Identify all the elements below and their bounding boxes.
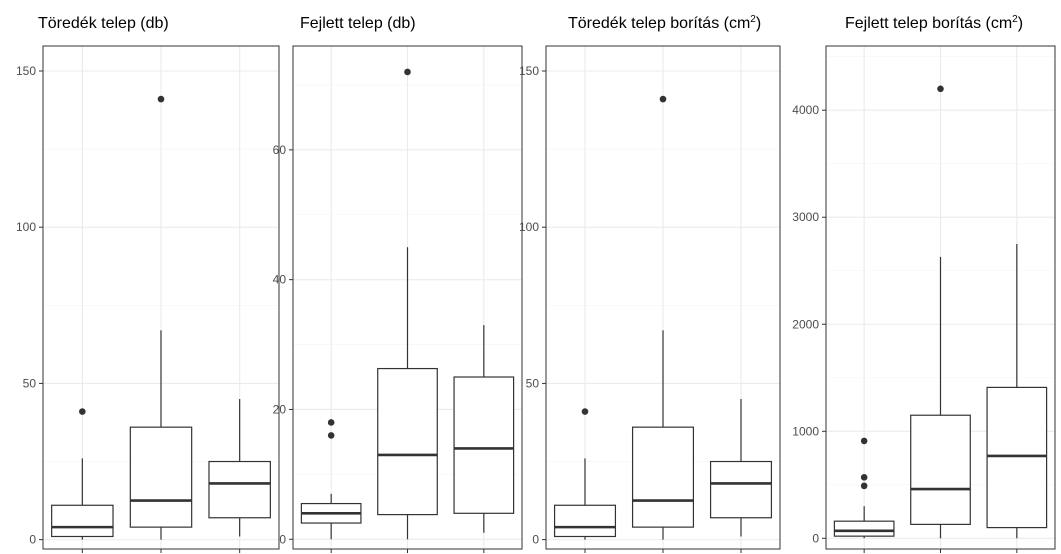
outlier-point [327, 432, 335, 439]
y-tick-label: 1000 [792, 424, 819, 438]
box-ran [709, 460, 773, 519]
panel-title-superscript: 2 [1012, 14, 1018, 25]
y-tick-label: 100 [519, 220, 539, 234]
outlier-point [404, 68, 411, 76]
y-tick-label: 4000 [792, 103, 819, 117]
y-tick-label: 0 [812, 531, 819, 545]
panel-title-end: ) [1018, 15, 1023, 32]
y-tick-label: 100 [16, 220, 36, 234]
box-ran [986, 386, 1048, 529]
panel-title-text: Töredék telep (db) [38, 15, 169, 32]
box-ran [453, 376, 515, 514]
panel-title-end: ) [756, 15, 761, 32]
box-mit [377, 367, 438, 516]
panel-2: 0204060arbmitranFejlett telep (db) [273, 15, 523, 553]
box-mit [631, 426, 695, 528]
panel-1: 050100150arbmitranTöredék telep (db) [16, 15, 280, 553]
panel-title: Töredék telep borítás (cm2) [568, 14, 761, 32]
box-arb [51, 504, 114, 538]
panel-title-superscript: 2 [750, 14, 756, 25]
outlier-point [659, 95, 667, 103]
y-tick-label: 0 [279, 532, 286, 546]
y-tick-label: 3000 [792, 210, 819, 224]
y-tick-label: 150 [16, 64, 36, 78]
panel-title-text: Töredék telep borítás (cm [568, 15, 750, 32]
outlier-point [860, 473, 868, 481]
box-arb [833, 520, 895, 537]
panel-title: Fejlett telep (db) [300, 15, 416, 32]
panel-title: Töredék telep (db) [38, 15, 169, 32]
outlier-point [860, 437, 868, 445]
y-tick-label: 40 [273, 273, 287, 287]
y-tick-label: 60 [273, 143, 287, 157]
y-tick-label: 20 [273, 402, 287, 416]
outlier-point [581, 408, 589, 415]
panel-4: 01000200030004000arbmitranFejlett telep … [792, 14, 1056, 553]
outlier-point [937, 85, 944, 93]
box-ran [208, 460, 271, 519]
outlier-point [860, 482, 868, 490]
box-mit [910, 414, 971, 525]
box-arb [553, 504, 617, 538]
y-tick-label: 50 [526, 376, 540, 390]
outlier-point [327, 419, 335, 426]
y-tick-label: 150 [519, 64, 539, 78]
outlier-point [157, 95, 165, 103]
box-mit [129, 426, 193, 528]
panel-title-text: Fejlett telep borítás (cm [845, 15, 1012, 32]
panel-3: 050100150arbmitranTöredék telep borítás … [519, 14, 781, 553]
outlier-point [79, 408, 86, 415]
y-tick-label: 0 [532, 533, 539, 547]
panel-title-text: Fejlett telep (db) [300, 15, 416, 32]
y-tick-label: 2000 [792, 317, 819, 331]
y-tick-label: 50 [23, 376, 37, 390]
y-tick-label: 0 [29, 533, 36, 547]
panel-title: Fejlett telep borítás (cm2) [845, 14, 1023, 32]
